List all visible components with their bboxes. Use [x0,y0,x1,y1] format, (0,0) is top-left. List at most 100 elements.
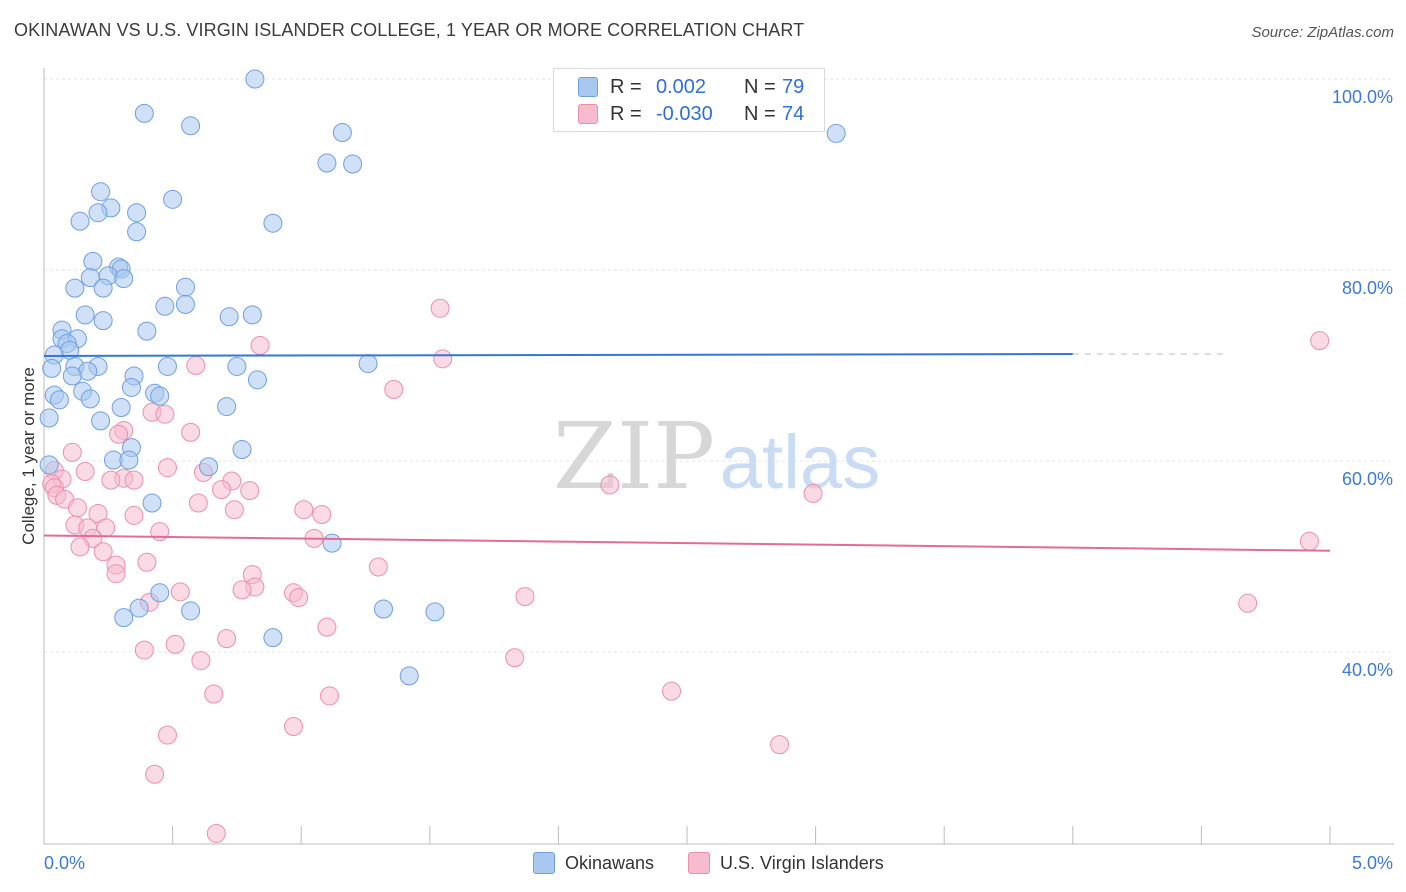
blue-point [91,182,111,202]
blue-point [62,366,82,386]
blue-point [425,602,445,622]
blue-point [42,358,62,378]
blue-point [227,356,247,376]
pink-point [157,725,177,745]
pink-swatch [688,852,711,874]
blue-point [88,203,108,223]
blue-point [232,440,252,460]
pink-point [319,686,339,706]
watermark-zip: ZIP [553,403,715,510]
pink-point [211,480,231,500]
pink-point [93,542,113,562]
y-tick-label: 40.0% [1342,660,1393,680]
n-label: N = [744,102,776,125]
x-tick-label-max: 5.0% [1352,853,1393,873]
legend-label: U.S. Virgin Islanders [720,852,884,873]
blue-point [247,370,267,390]
r-label: R = [610,75,642,98]
blue-point [343,154,363,174]
legend-item-virgin-islanders[interactable]: U.S. Virgin Islanders [688,852,884,874]
blue-point [263,628,283,648]
pink-point [204,684,224,704]
pink-point [505,648,525,668]
pink-point [803,483,823,503]
legend-item-okinawans[interactable]: Okinawans [533,852,654,874]
blue-point [39,455,59,475]
pink-point [384,379,404,399]
pink-point [294,500,314,520]
blue-point [129,598,149,618]
y-tick-label: 60.0% [1342,469,1393,489]
pink-point [137,552,157,572]
blue-point [157,356,177,376]
blue-point [163,189,183,209]
x-tick-label-min: 0.0% [44,853,85,873]
pink-point [124,505,144,525]
pink-point [124,470,144,490]
pink-point [67,498,87,518]
blue-point [242,305,262,325]
pink-point [289,588,309,608]
blue-point [181,116,201,136]
blue-swatch [533,852,555,874]
blue-point [80,389,100,409]
watermark-atlas: atlas [720,420,881,505]
n-value: 79 [782,75,805,98]
gridlines [44,78,1394,653]
pink-point [217,629,237,649]
pink-point [283,716,303,736]
pink-point [62,442,82,462]
blue-point [91,411,111,431]
blue-point [93,278,113,298]
blue-point [150,583,170,603]
r-value: 0.002 [656,75,707,98]
pink-point [662,681,682,701]
pink-point [165,634,185,654]
blue-point [127,203,147,223]
blue-point [332,122,352,142]
blue-point [374,599,394,619]
pink-point [191,651,211,671]
pink-point [155,404,175,424]
blue-point [155,296,175,316]
r-value: -0.030 [656,102,713,125]
okinawans-points [39,69,846,686]
source-label: Source: ZipAtlas.com [1251,24,1394,41]
blue-point [70,211,90,231]
blue-point [83,251,103,271]
blue-point [175,294,195,314]
trend-lines [43,353,1331,552]
blue-point [114,269,134,289]
blue-point [263,213,283,233]
legend-row-virgin-islanders: R = -0.030 N = 74 [578,101,804,127]
blue-point [93,311,113,331]
blue-point [358,354,378,374]
pink-point [317,617,337,637]
pink-point [312,504,332,524]
blue-point [175,277,195,297]
axis-labels: 40.0% 60.0% 80.0% 100.0% 0.0% 5.0% College, 1 … [19,87,1393,873]
blue-point [121,377,141,397]
blue-point [65,278,85,298]
pink-point [368,557,388,577]
pink-point [101,470,121,490]
virgin-islanders-trend-line [43,534,1331,552]
pink-point [70,537,90,557]
pink-point [145,764,165,784]
pink-point [600,475,620,495]
pink-point [250,335,270,355]
pink-point [181,422,201,442]
pink-point [75,462,95,482]
blue-point [127,222,147,242]
pink-point [150,522,170,542]
blue-point [219,307,239,327]
axes [43,68,1394,845]
blue-point [150,386,170,406]
r-label: R = [610,102,642,125]
pink-point [106,564,126,584]
pink-point [1238,593,1258,613]
n-value: 74 [782,102,805,125]
pink-point [515,587,535,607]
chart-title: OKINAWAN VS U.S. VIRGIN ISLANDER COLLEGE… [14,20,805,40]
